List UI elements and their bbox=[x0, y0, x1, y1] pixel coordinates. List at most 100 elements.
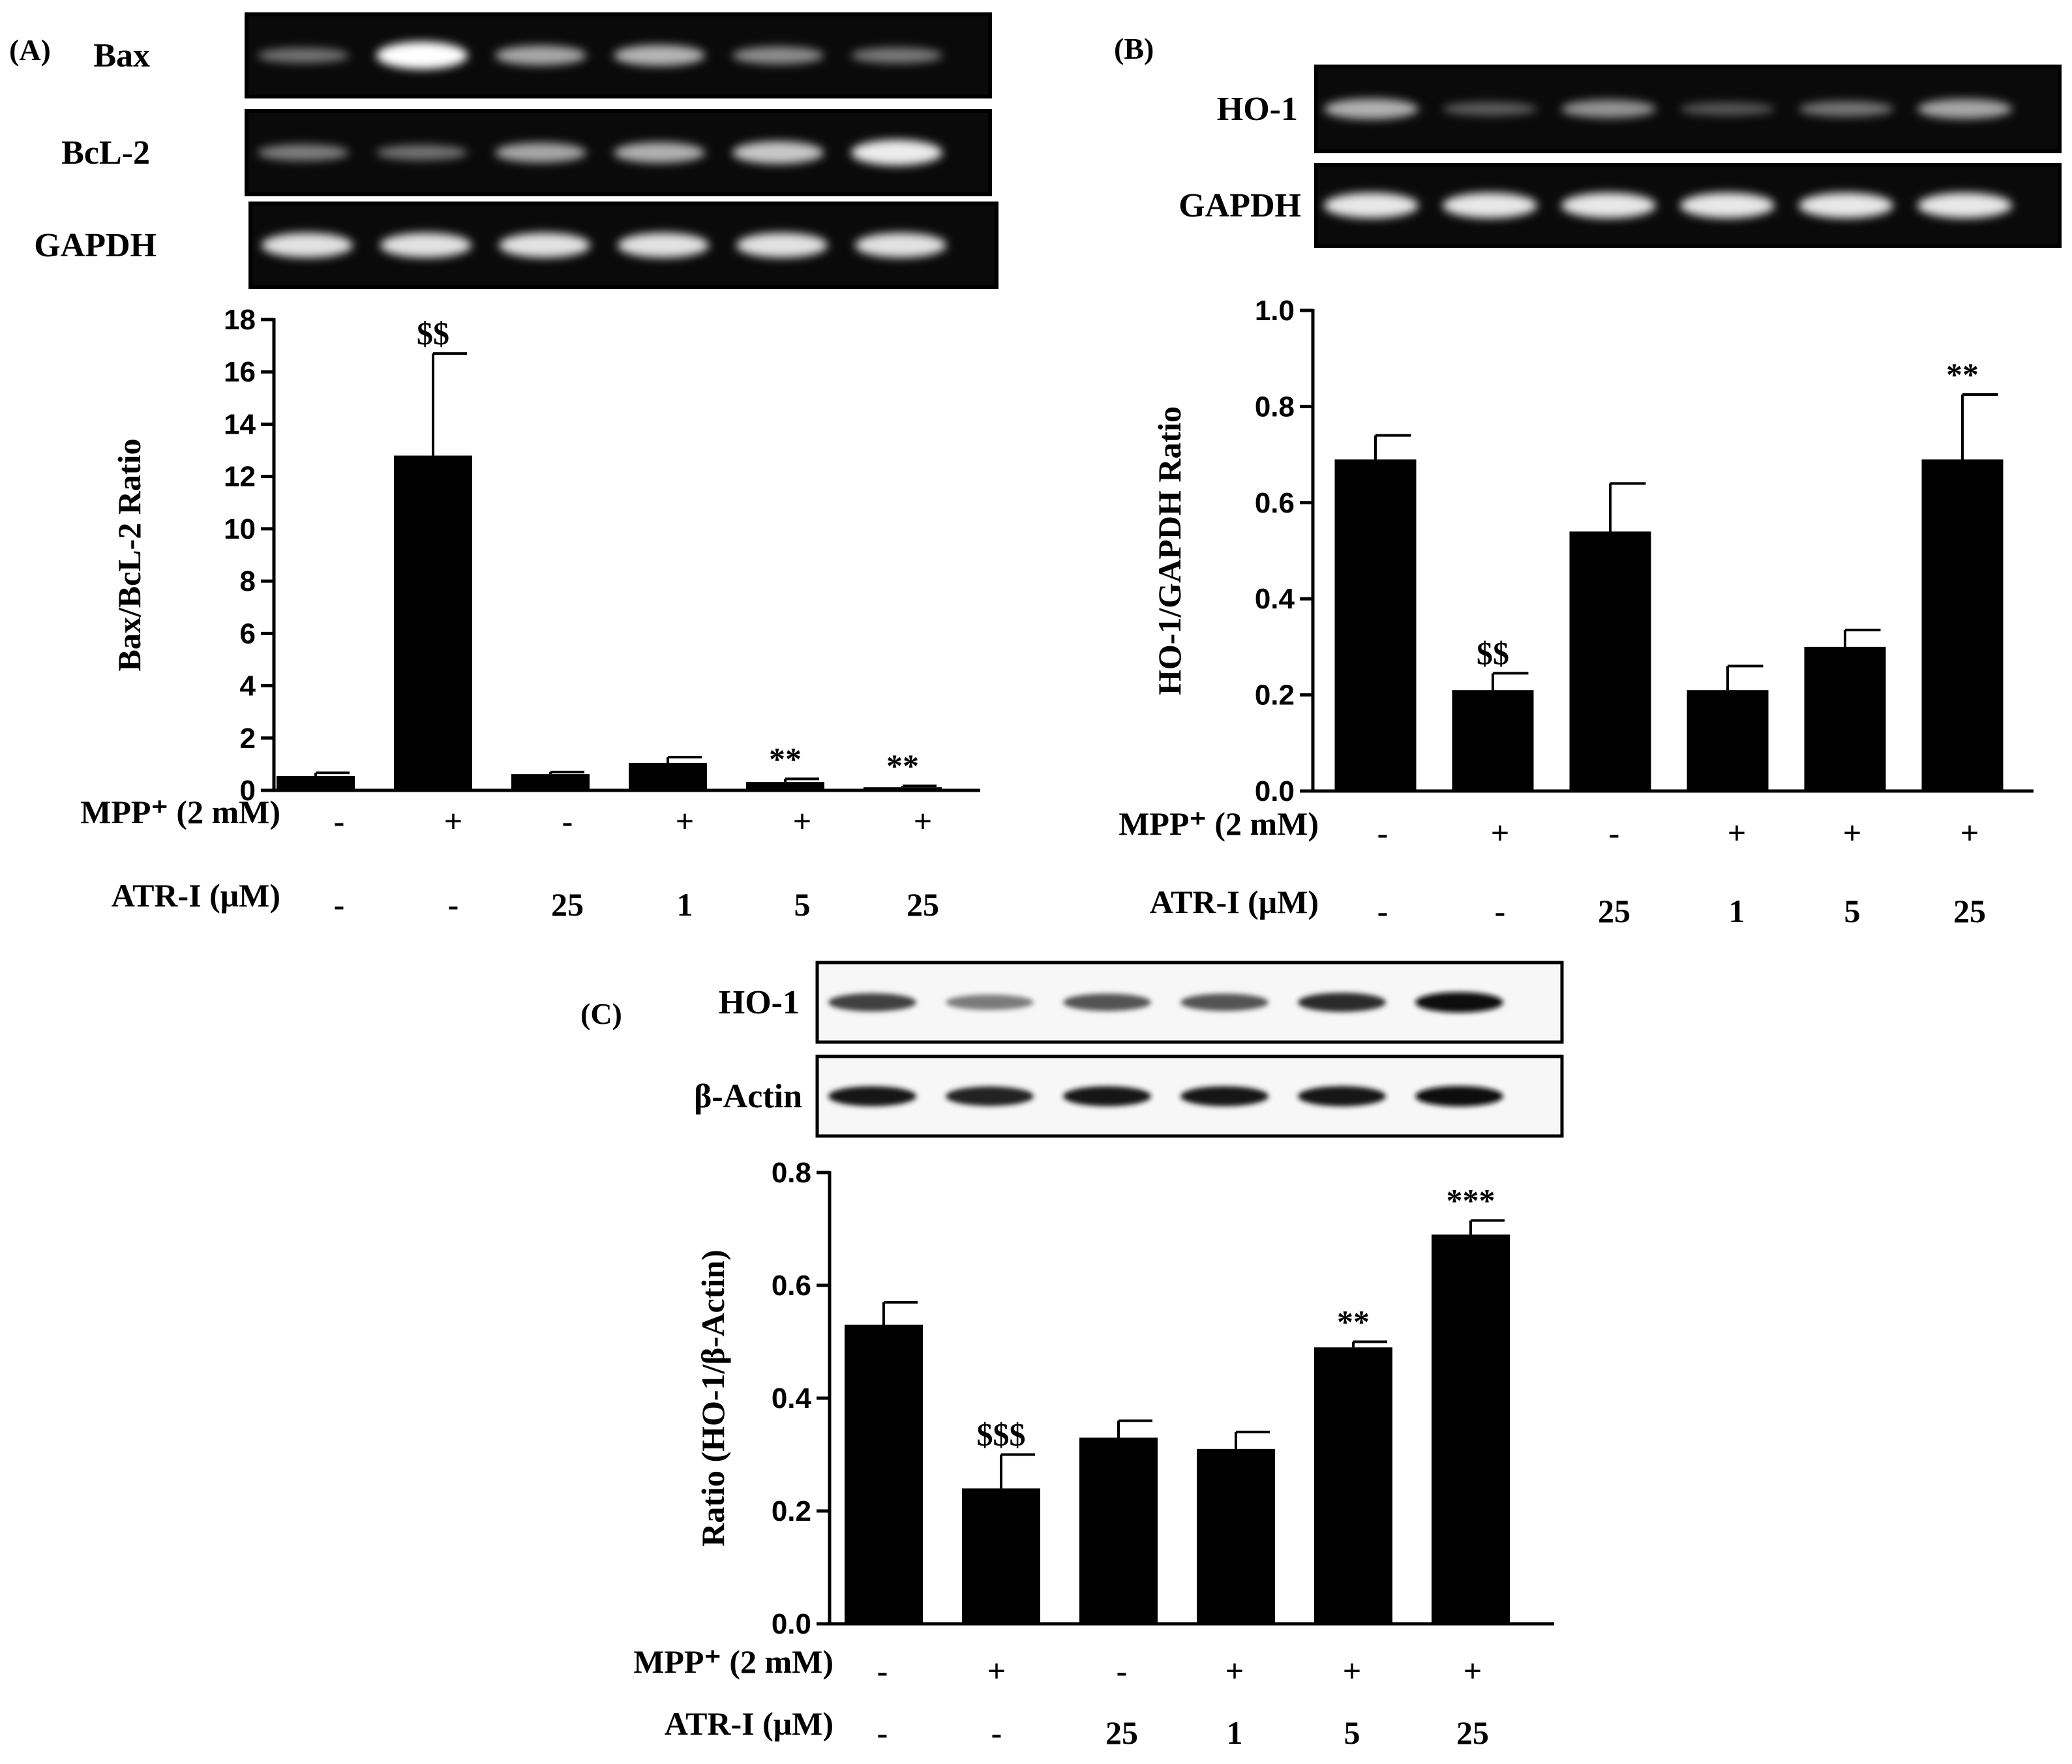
condition-row: ATR-I (μM) - - 25 1 5 25 bbox=[112, 877, 939, 923]
bar bbox=[1314, 1347, 1392, 1624]
blot-band bbox=[946, 1086, 1034, 1106]
condition-value: - bbox=[1495, 893, 1506, 929]
bar bbox=[845, 1324, 923, 1624]
condition-value: - bbox=[1609, 815, 1620, 851]
condition-value: - bbox=[448, 886, 459, 923]
y-axis-label: Ratio (HO-1/β-Actin) bbox=[695, 1249, 731, 1546]
bar bbox=[1569, 531, 1651, 791]
bar bbox=[277, 775, 355, 790]
blot-band bbox=[1298, 993, 1386, 1012]
condition-value: 5 bbox=[1344, 1714, 1360, 1751]
y-tick-label: 4 bbox=[240, 670, 256, 702]
blot-strip: HO-1 bbox=[719, 961, 1564, 1044]
significance-label: ** bbox=[769, 740, 802, 777]
condition-label: ATR-I (μM) bbox=[1150, 884, 1319, 920]
significance-label: *** bbox=[1447, 1182, 1495, 1219]
blot-band bbox=[1917, 192, 2012, 218]
blot-strip: β-Actin bbox=[694, 1054, 1564, 1138]
bar-chart: 0.0 0.2 0.4 0.6 0.8 Ratio (HO-1/β-Actin) $$$ **… bbox=[695, 1157, 1554, 1640]
y-tick-label: 2 bbox=[240, 723, 256, 755]
condition-value: 25 bbox=[1953, 893, 1986, 929]
blot-band bbox=[1063, 993, 1151, 1011]
condition-value: - bbox=[1377, 815, 1389, 851]
blot-band bbox=[1680, 192, 1775, 218]
bar bbox=[1921, 459, 2004, 791]
panel-letter: (C) bbox=[580, 997, 622, 1030]
blot-band bbox=[851, 47, 942, 64]
blot-band bbox=[618, 232, 709, 258]
blot-band bbox=[376, 42, 468, 69]
bar bbox=[1452, 690, 1534, 791]
blot-label: GAPDH bbox=[1179, 187, 1301, 224]
significance-label: $$ bbox=[417, 315, 449, 351]
condition-value: - bbox=[334, 886, 345, 923]
blot-band bbox=[1680, 102, 1775, 115]
y-axis-label: Bax/BcL-2 Ratio bbox=[111, 439, 147, 672]
blot-band bbox=[258, 144, 349, 161]
blot-label: HO-1 bbox=[1217, 91, 1298, 128]
y-tick-label: 0.8 bbox=[772, 1157, 811, 1189]
bar bbox=[511, 774, 590, 790]
y-tick-label: 10 bbox=[224, 513, 256, 545]
panel-letter: (A) bbox=[9, 33, 51, 67]
blot-band bbox=[732, 46, 824, 65]
condition-value: 25 bbox=[1456, 1714, 1489, 1751]
blot-band bbox=[1799, 101, 1893, 117]
y-tick-label: 0.6 bbox=[1255, 487, 1295, 519]
y-tick-label: 0.4 bbox=[772, 1383, 812, 1414]
y-tick-label: 0.2 bbox=[772, 1495, 811, 1527]
blot-band bbox=[732, 141, 824, 164]
y-tick-label: 0.0 bbox=[772, 1608, 811, 1640]
significance-label: ** bbox=[1337, 1304, 1370, 1340]
blot-band bbox=[851, 140, 942, 166]
condition-value: + bbox=[1225, 1652, 1244, 1689]
blot-band bbox=[262, 232, 353, 258]
blot-band bbox=[614, 142, 705, 163]
blot-strip: HO-1 bbox=[1217, 65, 2062, 153]
condition-value: - bbox=[1377, 893, 1389, 929]
condition-row: ATR-I (μM) - - 25 1 5 25 bbox=[1150, 884, 1986, 929]
condition-value: + bbox=[676, 803, 695, 839]
y-tick-label: 1.0 bbox=[1255, 295, 1295, 327]
blot-band bbox=[828, 993, 916, 1011]
panel-c: (C) HO-1 β-Actin 0.0 0.2 0.4 0.6 0.8 Ratio (HO-1… bbox=[580, 961, 1564, 1751]
y-tick-label: 0.6 bbox=[772, 1270, 811, 1302]
condition-value: - bbox=[991, 1714, 1002, 1751]
y-tick-label: 6 bbox=[240, 618, 256, 650]
blot-strip: GAPDH bbox=[34, 202, 998, 289]
blot-band bbox=[1917, 98, 2012, 119]
y-tick-label: 0.4 bbox=[1255, 583, 1295, 615]
y-tick-label: 8 bbox=[240, 565, 256, 597]
condition-value: + bbox=[1960, 815, 1979, 851]
condition-value: 1 bbox=[1729, 893, 1745, 929]
blot-band bbox=[495, 45, 586, 66]
blot-band bbox=[258, 48, 349, 63]
blot-band bbox=[828, 1086, 916, 1107]
blot-band bbox=[736, 232, 828, 258]
condition-row: MPP⁺ (2 mM) - + - + + + bbox=[1119, 805, 1979, 851]
condition-value: - bbox=[334, 803, 345, 839]
bar bbox=[394, 455, 472, 790]
condition-value: 5 bbox=[794, 886, 811, 923]
condition-row: MPP⁺ (2 mM) - + - + + + bbox=[633, 1643, 1482, 1689]
blot-band bbox=[1180, 1086, 1269, 1107]
condition-label: ATR-I (μM) bbox=[112, 877, 280, 914]
blot-band bbox=[499, 232, 590, 258]
condition-label: MPP⁺ (2 mM) bbox=[1119, 805, 1319, 842]
blot-band bbox=[1324, 98, 1419, 119]
significance-label: ** bbox=[1946, 356, 1979, 393]
condition-value: + bbox=[1843, 815, 1862, 851]
blot-band bbox=[1561, 100, 1656, 118]
condition-value: 25 bbox=[907, 886, 939, 923]
y-tick-label: 14 bbox=[224, 408, 256, 440]
blot-band bbox=[1415, 1086, 1503, 1107]
blot-band bbox=[1561, 192, 1656, 218]
panel-letter: (B) bbox=[1114, 32, 1154, 65]
bar bbox=[1687, 690, 1769, 791]
bar bbox=[1334, 459, 1417, 791]
bar bbox=[1079, 1437, 1158, 1624]
blot-strip: GAPDH bbox=[1179, 163, 2062, 248]
blot-strip: Bax bbox=[93, 12, 992, 98]
y-tick-label: 0 bbox=[240, 775, 256, 807]
blot-band bbox=[614, 44, 705, 67]
